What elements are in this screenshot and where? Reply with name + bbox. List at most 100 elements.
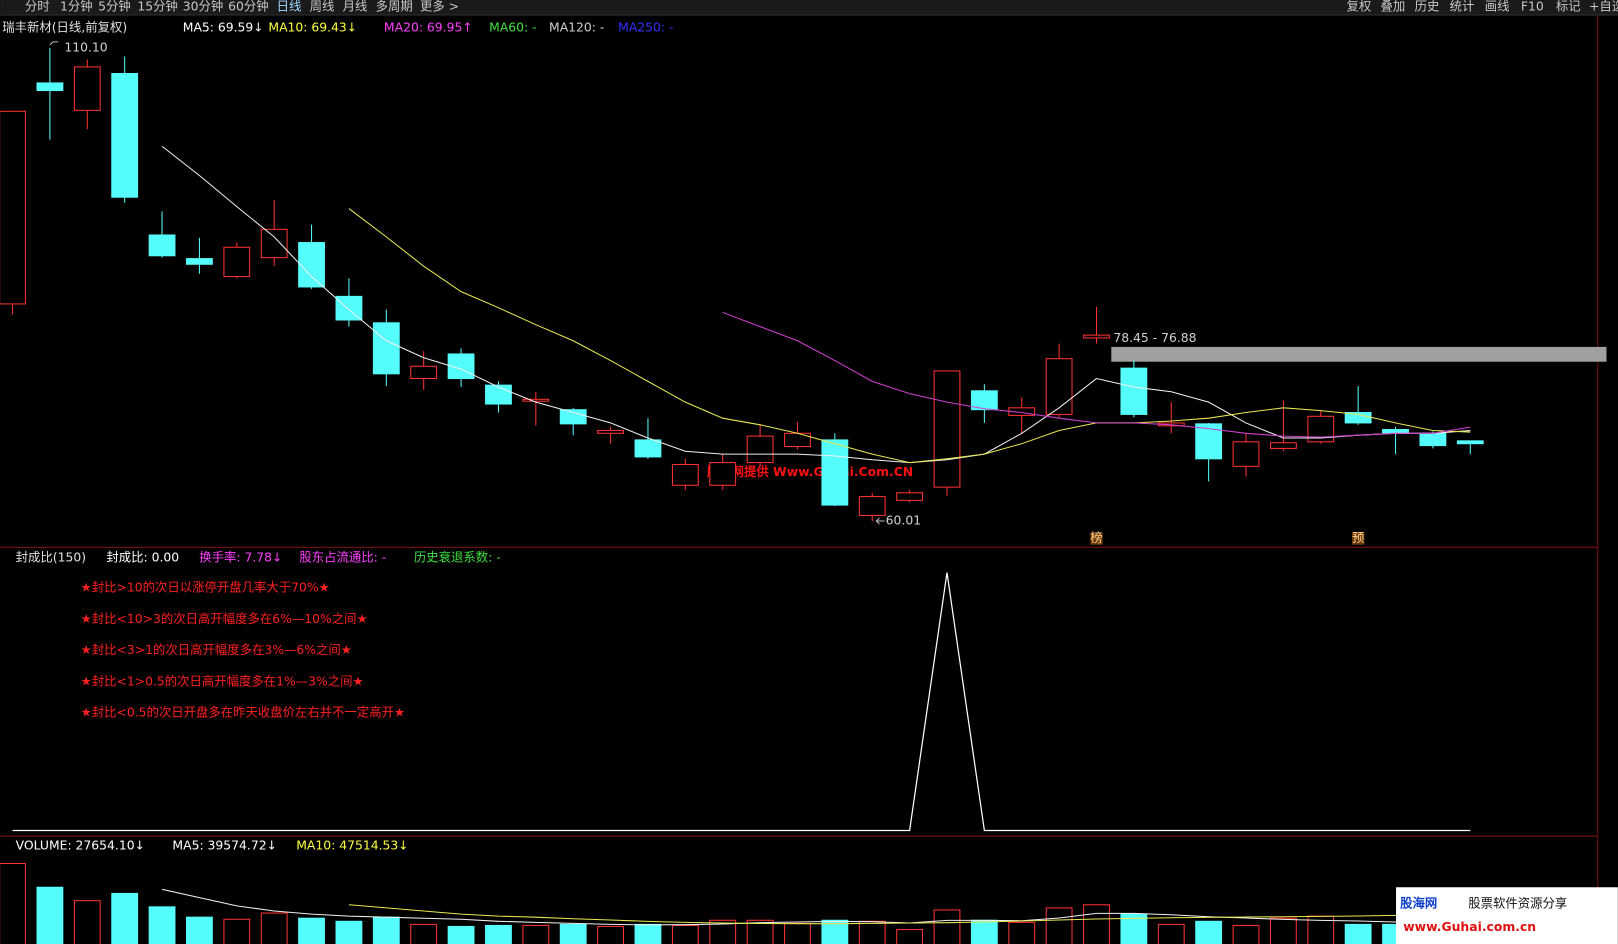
volume-bar: [559, 923, 587, 944]
volume-bar: [148, 906, 176, 944]
candle-body: [933, 370, 961, 488]
volume-bar: [1232, 924, 1260, 944]
candle-body: [223, 246, 251, 278]
low-pointer: [875, 517, 885, 525]
candle-body: [260, 228, 288, 259]
volume-bar: [410, 923, 438, 944]
range-label: 78.45 - 76.88: [1113, 331, 1196, 345]
toolbar-button[interactable]: 标记: [1556, 0, 1581, 14]
candle-body: [896, 492, 924, 501]
candle-body: [522, 398, 550, 402]
volume-bar: [372, 916, 400, 944]
candle-body: [709, 462, 737, 486]
candle-body: [485, 384, 512, 405]
candle-body: [1120, 367, 1148, 415]
ma-legend: MA250: -: [618, 20, 673, 34]
toolbar-button[interactable]: +自选: [1589, 0, 1618, 14]
toolbar-tab[interactable]: 日线: [277, 0, 302, 14]
toolbar-tab[interactable]: 分时: [25, 0, 50, 14]
ma-legend: MA5: 69.59↓: [183, 20, 264, 34]
volume-bar: [746, 919, 774, 944]
toolbar-button[interactable]: F10: [1521, 0, 1544, 14]
toolbar-bg: [0, 0, 1618, 15]
toolbar-tab[interactable]: 5分钟: [98, 0, 131, 14]
toolbar-button[interactable]: 复权: [1347, 0, 1372, 14]
candle-body: [148, 234, 176, 257]
volume-bar: [634, 923, 662, 944]
candle-body: [559, 409, 587, 425]
toolbar-tab[interactable]: 30分钟: [183, 0, 224, 14]
logo-bg: [1396, 887, 1618, 944]
volume-bar: [1195, 920, 1223, 944]
candle-body: [597, 429, 624, 434]
volume-bar: [1008, 921, 1036, 944]
volume-bar: [223, 918, 251, 944]
ma-legend: MA60: -: [489, 20, 536, 34]
ma-line: [722, 311, 1471, 438]
ma-legend: MA10: 69.43↓: [268, 20, 357, 34]
volume-legend: VOLUME: 27654.10↓: [16, 838, 145, 852]
volume-bar: [1269, 917, 1297, 944]
badge: 榜: [1090, 530, 1102, 545]
ma-legend: MA120: -: [549, 20, 604, 34]
indicator-note: ★封比<3>1的次日高开幅度多在3%—6%之间★: [81, 642, 352, 657]
volume-bar: [73, 900, 101, 944]
indicator-note: ★封比>10的次日以涨停开盘几率大于70%★: [81, 580, 330, 595]
ma-line: [348, 208, 1471, 464]
toolbar-tab[interactable]: 周线: [310, 0, 335, 14]
volume-ma-line: [161, 888, 1471, 926]
volume-bar: [522, 924, 550, 944]
toolbar-tab[interactable]: 60分钟: [228, 0, 269, 14]
volume-bar: [447, 925, 475, 944]
candle-body: [410, 365, 438, 380]
candle-body: [111, 73, 139, 198]
candle-body: [671, 463, 699, 486]
candle-body: [858, 496, 886, 516]
candle-body: [36, 82, 64, 92]
candle-body: [1269, 442, 1297, 449]
toolbar-tab[interactable]: 更多 >: [420, 0, 459, 14]
watermark: 股海网提供 Www.Guhai.Com.CN: [707, 464, 913, 479]
indicator-legend: 历史衰退系数: -: [414, 550, 501, 565]
toolbar-tab[interactable]: 月线: [343, 0, 368, 14]
volume-bar: [671, 924, 699, 944]
volume-bar: [933, 909, 961, 944]
indicator-line: [12, 572, 1471, 832]
candle-body: [821, 439, 849, 506]
toolbar-tab[interactable]: 1分钟: [60, 0, 93, 14]
candle-body: [73, 66, 101, 111]
volume-bar: [821, 919, 849, 944]
logo-brand: 股海网: [1400, 895, 1437, 910]
toolbar-tab[interactable]: 15分钟: [137, 0, 178, 14]
candle-body: [0, 110, 26, 305]
volume-bar: [597, 925, 624, 944]
volume-bar: [1157, 923, 1185, 944]
candle-body: [1456, 440, 1484, 445]
candle-body: [335, 295, 363, 321]
toolbar-button[interactable]: 统计: [1450, 0, 1475, 14]
volume-bar: [186, 916, 213, 944]
indicator-note: ★封比<1>0.5的次日高开幅度多在1%—3%之间★: [81, 673, 364, 688]
toolbar-button[interactable]: 历史: [1415, 0, 1440, 14]
low-label: 60.01: [886, 514, 921, 528]
logo-slogan: 股票软件资源分享: [1468, 895, 1567, 910]
indicator-legend: 换手率: 7.78↓: [199, 550, 282, 565]
toolbar-button[interactable]: 画线: [1485, 0, 1510, 14]
indicator-legend: 封成比: 0.00: [106, 551, 179, 565]
volume-bar: [1344, 923, 1372, 944]
range-band: [1111, 346, 1607, 362]
volume-bar: [970, 919, 998, 944]
candle-body: [1382, 429, 1409, 434]
toolbar-button[interactable]: 叠加: [1381, 0, 1406, 14]
candle-body: [1045, 358, 1073, 415]
volume-bar: [1083, 904, 1110, 944]
toolbar-tab[interactable]: 多周期: [376, 0, 413, 14]
volume-bar: [1045, 907, 1073, 944]
ma-line: [161, 145, 1471, 464]
ma-legend: MA20: 69.95↑: [384, 20, 473, 34]
badge: 预: [1352, 531, 1364, 545]
indicator-note: ★封比<0.5的次日开盘多在昨天收盘价左右并不一定高开★: [81, 705, 406, 720]
volume-bar: [0, 863, 26, 944]
candle-body: [1232, 441, 1260, 467]
